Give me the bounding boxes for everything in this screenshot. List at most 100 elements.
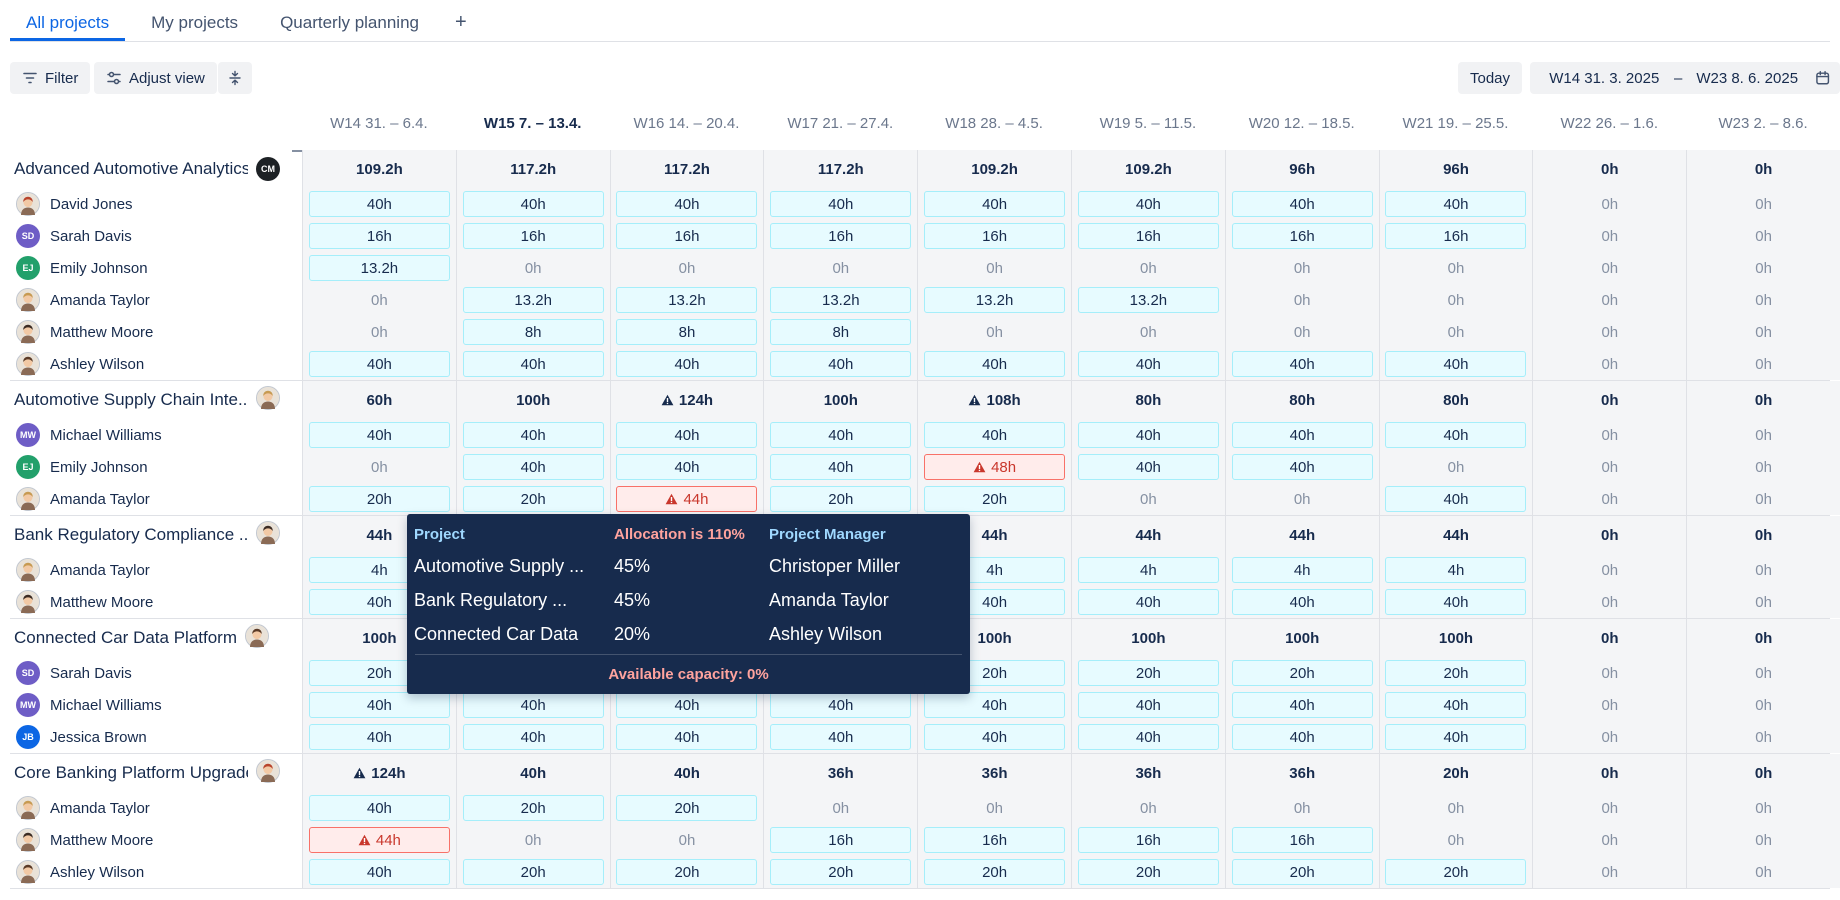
allocation-cell[interactable]: 40h	[1071, 689, 1225, 721]
allocation-cell[interactable]: 13.2h	[609, 284, 764, 316]
allocation-pill[interactable]: 40h	[462, 422, 604, 448]
allocation-cell[interactable]: 40h	[1224, 586, 1379, 618]
person-row[interactable]: SD Sarah Davis 16h 16h 16h 16h 16h 16h 16h 16h 0h 0…	[10, 220, 1840, 252]
allocation-cell[interactable]: 0h	[1378, 792, 1533, 824]
person-name[interactable]: Amanda Taylor	[50, 291, 150, 309]
allocation-pill[interactable]: 20h	[924, 859, 1066, 885]
total-cell[interactable]: 0h	[1532, 619, 1687, 657]
allocation-pill[interactable]: 40h	[308, 692, 450, 718]
allocation-pill[interactable]: 0h	[1385, 827, 1526, 853]
allocation-pill[interactable]: 16h	[770, 223, 912, 249]
allocation-cell[interactable]: 40h	[1071, 586, 1225, 618]
allocation-cell[interactable]: 0h	[1532, 657, 1687, 689]
allocation-pill[interactable]: 40h	[1385, 692, 1527, 718]
tab-my-projects[interactable]: My projects	[151, 13, 239, 32]
allocation-cell[interactable]: 0h	[1686, 824, 1840, 856]
allocation-pill[interactable]: 0h	[1539, 589, 1680, 615]
allocation-pill[interactable]: 0h	[924, 795, 1065, 821]
allocation-pill[interactable]: 40h	[616, 351, 758, 377]
allocation-pill[interactable]: 0h	[1539, 724, 1680, 750]
allocation-pill[interactable]: 0h	[463, 255, 604, 281]
allocation-cell[interactable]: 48h	[917, 451, 1071, 483]
total-cell[interactable]: 96h	[1224, 150, 1379, 188]
allocation-pill[interactable]: 0h	[1539, 660, 1680, 686]
allocation-pill[interactable]: 20h	[770, 486, 912, 512]
allocation-cell[interactable]: 40h	[1071, 721, 1225, 753]
total-cell[interactable]: 109.2h	[1071, 150, 1225, 188]
allocation-pill[interactable]: 40h	[616, 191, 758, 217]
allocation-cell[interactable]: 40h	[763, 188, 918, 220]
total-cell[interactable]: 109.2h	[302, 150, 456, 188]
allocation-cell[interactable]: 0h	[609, 252, 764, 284]
allocation-cell[interactable]: 40h	[1224, 348, 1379, 380]
person-row[interactable]: Matthew Moore 0h 8h 8h 8h 0h 0h 0h 0h 0h 0h	[10, 316, 1840, 348]
allocation-cell[interactable]: 0h	[1686, 483, 1840, 515]
person-name[interactable]: Matthew Moore	[50, 323, 154, 341]
allocation-pill[interactable]: 40h	[462, 351, 604, 377]
allocation-pill[interactable]: 20h	[770, 859, 912, 885]
filter-button[interactable]: Filter	[10, 62, 91, 94]
allocation-pill[interactable]: 0h	[1693, 191, 1834, 217]
allocation-cell[interactable]: 0h	[302, 316, 456, 348]
allocation-pill[interactable]: 0h	[924, 319, 1065, 345]
allocation-cell[interactable]: 20h	[763, 856, 918, 888]
allocation-cell[interactable]: 20h	[1378, 856, 1533, 888]
allocation-cell[interactable]: 20h	[609, 856, 764, 888]
allocation-pill[interactable]: 8h	[462, 319, 604, 345]
total-cell[interactable]: 36h	[1071, 754, 1225, 792]
allocation-pill[interactable]: 4h	[1385, 557, 1527, 583]
allocation-pill[interactable]: 0h	[1693, 319, 1834, 345]
project-row[interactable]: Advanced Automotive Analytics CM 109.2h 117…	[10, 150, 1840, 188]
allocation-pill[interactable]: 40h	[462, 692, 604, 718]
allocation-cell[interactable]: 0h	[1686, 284, 1840, 316]
allocation-cell[interactable]: 0h	[1224, 792, 1379, 824]
allocation-cell[interactable]: 0h	[1686, 856, 1840, 888]
total-cell[interactable]: 100h	[1224, 619, 1379, 657]
allocation-cell[interactable]: 40h	[763, 419, 918, 451]
allocation-pill[interactable]: 16h	[924, 827, 1066, 853]
allocation-pill[interactable]: 0h	[1693, 795, 1834, 821]
person-name[interactable]: Sarah Davis	[50, 664, 132, 682]
total-cell[interactable]: 60h	[302, 381, 456, 419]
allocation-cell[interactable]: 40h	[1378, 586, 1533, 618]
allocation-cell[interactable]: 0h	[1686, 792, 1840, 824]
allocation-pill[interactable]: 16h	[616, 223, 758, 249]
allocation-pill[interactable]: 13.2h	[1077, 287, 1219, 313]
person-row[interactable]: EJ Emily Johnson 13.2h 0h 0h 0h 0h 0h 0h 0h 0h 0h	[10, 252, 1840, 284]
allocation-cell[interactable]: 40h	[1378, 188, 1533, 220]
allocation-pill[interactable]: 40h	[1231, 589, 1373, 615]
person-name[interactable]: Amanda Taylor	[50, 561, 150, 579]
total-cell[interactable]: 0h	[1686, 754, 1840, 792]
allocation-pill[interactable]: 0h	[770, 795, 911, 821]
allocation-cell[interactable]: 0h	[1224, 316, 1379, 348]
allocation-cell[interactable]: 40h	[1224, 419, 1379, 451]
total-cell[interactable]: 40h	[455, 754, 610, 792]
allocation-pill[interactable]: 40h	[308, 422, 450, 448]
allocation-cell[interactable]: 40h	[917, 689, 1071, 721]
allocation-cell[interactable]: 13.2h	[1071, 284, 1225, 316]
tab-all-projects[interactable]: All projects	[10, 0, 126, 41]
allocation-cell[interactable]: 0h	[1532, 792, 1687, 824]
allocation-pill[interactable]: 40h	[308, 191, 450, 217]
allocation-cell[interactable]: 16h	[1378, 220, 1533, 252]
allocation-pill[interactable]: 40h	[1231, 454, 1373, 480]
allocation-cell[interactable]: 16h	[302, 220, 456, 252]
allocation-cell[interactable]: 40h	[302, 792, 456, 824]
allocation-cell[interactable]: 40h	[302, 419, 456, 451]
allocation-pill[interactable]: 0h	[1539, 319, 1680, 345]
person-row[interactable]: MW Michael Williams 40h 40h 40h 40h 40h 40h 40h 4…	[10, 419, 1840, 451]
allocation-cell[interactable]: 20h	[455, 483, 610, 515]
total-cell[interactable]: 100h	[763, 381, 918, 419]
total-cell[interactable]: 0h	[1532, 381, 1687, 419]
allocation-cell[interactable]: 0h	[1532, 721, 1687, 753]
total-cell[interactable]: 80h	[1224, 381, 1379, 419]
allocation-pill[interactable]: 40h	[924, 191, 1066, 217]
allocation-pill[interactable]: 0h	[1385, 454, 1526, 480]
allocation-pill[interactable]: 40h	[1077, 589, 1219, 615]
allocation-pill[interactable]: 40h	[924, 351, 1066, 377]
allocation-cell[interactable]: 40h	[1224, 721, 1379, 753]
total-cell[interactable]: 100h	[1378, 619, 1533, 657]
allocation-cell[interactable]: 0h	[1532, 316, 1687, 348]
allocation-cell[interactable]: 16h	[455, 220, 610, 252]
allocation-cell[interactable]: 40h	[455, 451, 610, 483]
